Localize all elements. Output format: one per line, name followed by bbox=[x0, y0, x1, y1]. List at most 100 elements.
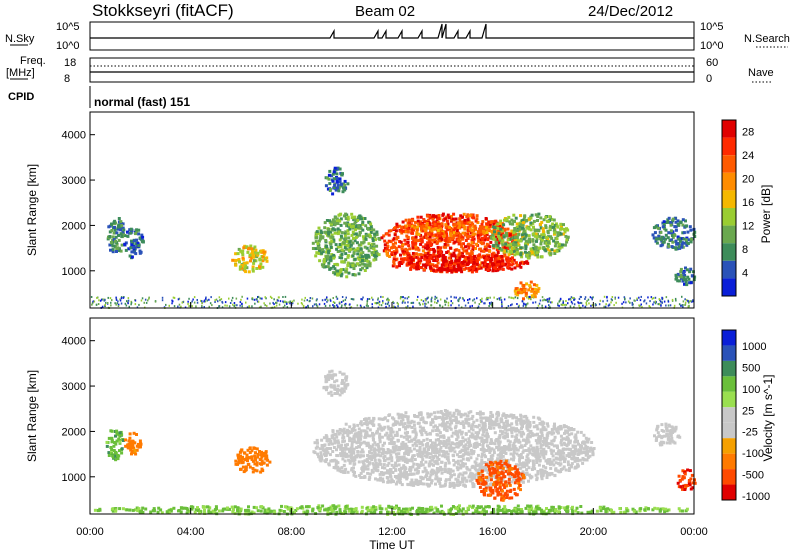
station-title: Stokkseyri (fitACF) bbox=[92, 1, 234, 20]
ytick-label: 4000 bbox=[62, 130, 86, 142]
ground-scatter bbox=[90, 295, 694, 310]
colorbar-segment bbox=[722, 137, 736, 156]
ytick-label: 3000 bbox=[62, 381, 86, 393]
xtick-label: 00:00 bbox=[76, 526, 104, 538]
ytick-label: 1000 bbox=[62, 266, 86, 278]
colorbar-segment bbox=[722, 120, 736, 138]
freq-label-line1: Freq. bbox=[20, 55, 46, 67]
colorbar-tick-label: 16 bbox=[742, 197, 754, 209]
nsearch-label: N.Search bbox=[744, 33, 790, 45]
colorbar-segment bbox=[722, 155, 736, 173]
data-patch bbox=[93, 504, 689, 516]
xtick-label: 12:00 bbox=[378, 526, 406, 538]
time-axis-ticks: 00:00 04:00 08:00 12:00 16:00 20:00 00:00 bbox=[76, 302, 708, 538]
data-patch bbox=[676, 468, 697, 491]
nsky-panel-frame bbox=[89, 21, 695, 51]
colorbar-segment bbox=[722, 407, 736, 423]
colorbar-segment bbox=[722, 243, 736, 261]
colorbar-segment bbox=[722, 453, 736, 470]
colorbar-segment bbox=[722, 469, 736, 485]
cpid-value: normal (fast) 151 bbox=[94, 95, 190, 109]
colorbar-segment bbox=[722, 330, 736, 346]
power-colorbar: 4 8 12 16 20 24 28 bbox=[721, 119, 754, 297]
xtick-label: 16:00 bbox=[479, 526, 507, 538]
data-patch bbox=[674, 266, 697, 287]
freq-label-line2: [MHz] bbox=[6, 67, 35, 79]
velocity-patches bbox=[93, 369, 697, 516]
nave-tick-top: 60 bbox=[706, 57, 718, 69]
beam-label: Beam 02 bbox=[355, 3, 415, 20]
nsky-tick-top: 10^5 bbox=[56, 21, 80, 33]
data-patch bbox=[651, 216, 697, 251]
colorbar-tick-label: -500 bbox=[742, 470, 764, 482]
colorbar-segment bbox=[722, 225, 736, 244]
data-patch bbox=[489, 212, 570, 260]
colorbar-segment bbox=[722, 484, 736, 500]
data-patch bbox=[311, 212, 382, 279]
freq-panel-frame bbox=[89, 57, 695, 83]
ytick-label: 1000 bbox=[62, 472, 86, 484]
data-patch bbox=[124, 431, 143, 456]
power-panel-frame bbox=[89, 111, 695, 309]
xtick-label: 04:00 bbox=[177, 526, 205, 538]
colorbar-tick-label: 4 bbox=[742, 268, 748, 280]
colorbar-segment bbox=[722, 438, 736, 454]
colorbar-segment bbox=[722, 278, 736, 296]
colorbar-segment bbox=[722, 172, 736, 191]
colorbar-segment bbox=[722, 360, 736, 377]
data-patch bbox=[513, 280, 541, 301]
nsky-tick-bottom: 10^0 bbox=[56, 40, 80, 52]
colorbar-frame bbox=[721, 119, 737, 297]
colorbar-tick-label: 24 bbox=[742, 150, 754, 162]
data-patch bbox=[123, 227, 145, 260]
colorbar-frame bbox=[721, 329, 737, 501]
xtick-label: 08:00 bbox=[278, 526, 306, 538]
data-patch bbox=[324, 166, 350, 196]
time-axis-label: Time UT bbox=[369, 538, 415, 552]
colorbar-tick-label: -25 bbox=[742, 427, 758, 439]
xtick-label: 00:00 bbox=[680, 526, 708, 538]
colorbar-segment bbox=[722, 345, 736, 361]
cpid-label: CPID bbox=[8, 91, 34, 103]
colorbar-segment bbox=[722, 260, 736, 279]
power-patches bbox=[90, 166, 697, 310]
data-patch bbox=[653, 422, 682, 447]
ytick-label: 3000 bbox=[62, 175, 86, 187]
data-patch bbox=[391, 253, 530, 274]
colorbar-segment bbox=[722, 376, 736, 392]
data-patch bbox=[399, 221, 507, 238]
freq-tick-bottom: 8 bbox=[64, 73, 70, 85]
nsearch-tick-bottom: 10^0 bbox=[700, 40, 724, 52]
ytick-label: 2000 bbox=[62, 220, 86, 232]
colorbar-tick-label: 1000 bbox=[742, 341, 766, 353]
data-patch bbox=[105, 429, 125, 462]
colorbar-segment bbox=[722, 190, 736, 208]
colorbar-tick-label: 25 bbox=[742, 405, 754, 417]
colorbar-tick-label: 12 bbox=[742, 221, 754, 233]
velocity-ylabel: Slant Range [km] bbox=[25, 370, 39, 462]
nsearch-tick-top: 10^5 bbox=[700, 21, 724, 33]
xtick-label: 20:00 bbox=[580, 526, 608, 538]
velocity-yticks: 1000 2000 3000 4000 bbox=[62, 336, 95, 484]
data-patch bbox=[106, 217, 127, 254]
colorbar-tick-label: 20 bbox=[742, 174, 754, 186]
colorbar-tick-label: -1000 bbox=[742, 491, 770, 503]
freq-tick-top: 18 bbox=[64, 57, 76, 69]
colorbar-tick-label: -100 bbox=[742, 448, 764, 460]
ytick-label: 2000 bbox=[62, 426, 86, 438]
colorbar-segment bbox=[722, 391, 736, 408]
colorbar-tick-label: 8 bbox=[742, 244, 748, 256]
nave-label: Nave bbox=[748, 67, 774, 79]
colorbar-tick-label: 28 bbox=[742, 127, 754, 139]
velocity-colorbar: 1000 500 100 25 -25 -100 -500 -1000 bbox=[721, 329, 770, 503]
colorbar-segment bbox=[722, 422, 736, 439]
data-patch bbox=[231, 244, 269, 274]
data-patch bbox=[234, 446, 272, 474]
colorbar-segment bbox=[722, 208, 736, 226]
colorbar-tick-label: 100 bbox=[742, 384, 760, 396]
velocity-colorbar-label: Velocity [m s^-1] bbox=[761, 375, 775, 462]
data-patch bbox=[322, 369, 350, 397]
nsky-line bbox=[90, 23, 694, 39]
nsky-label: N.Sky bbox=[5, 33, 35, 45]
